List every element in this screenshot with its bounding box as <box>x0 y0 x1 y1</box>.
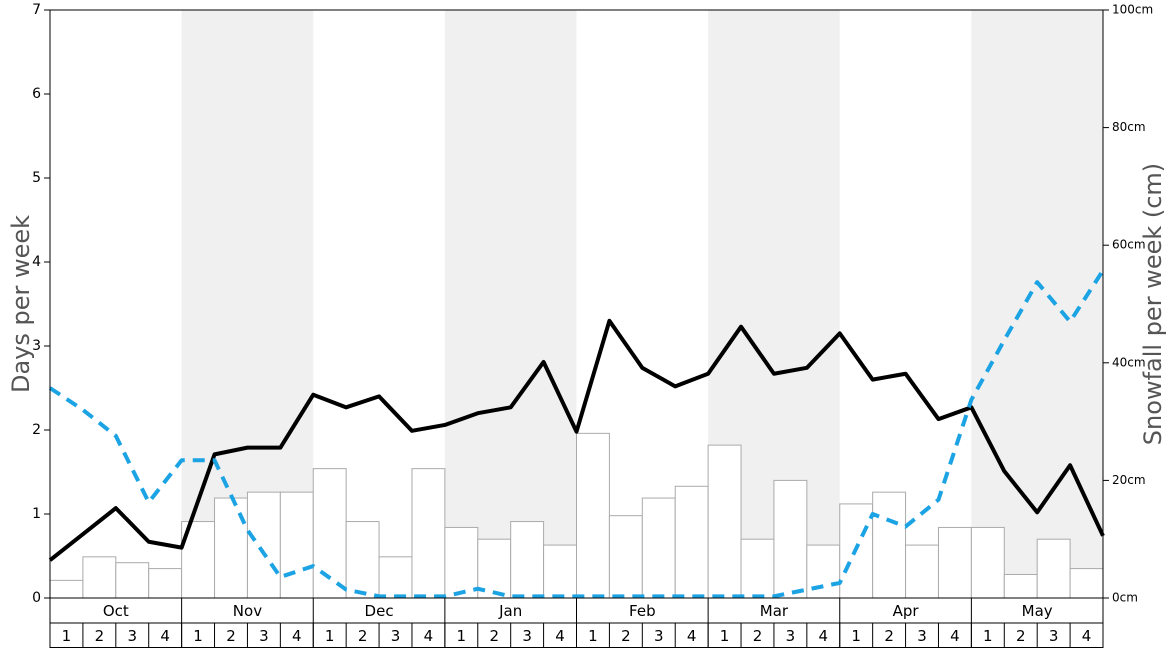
x-tick-label: 3 <box>522 627 532 645</box>
x-tick-label: 3 <box>259 627 269 645</box>
x-tick-label: 1 <box>62 627 72 645</box>
x-tick-label: 2 <box>95 627 105 645</box>
bar <box>1069 568 1104 599</box>
month-label: Dec <box>365 602 394 620</box>
bar <box>1036 538 1071 599</box>
x-tick-label: 3 <box>654 627 664 645</box>
x-tick-label: 2 <box>621 627 631 645</box>
y-tick-label: 7 <box>32 2 41 18</box>
x-tick-label: 2 <box>1016 627 1026 645</box>
month-label: Mar <box>760 602 789 620</box>
bar <box>806 544 841 599</box>
y2-tick-label: 20cm <box>1112 473 1146 487</box>
bar <box>148 568 183 599</box>
bar <box>576 432 610 599</box>
bar <box>937 526 972 599</box>
x-tick-label: 1 <box>983 627 993 645</box>
x-tick-label: 4 <box>819 627 829 645</box>
x-tick-label: 4 <box>292 627 302 645</box>
x-tick-label: 1 <box>720 627 730 645</box>
y-axis-title: Days per week <box>7 215 35 393</box>
month-label: Oct <box>103 602 129 620</box>
month-label: Jan <box>498 602 522 620</box>
y-tick-label: 6 <box>32 86 41 102</box>
month-label: Feb <box>629 602 656 620</box>
bar <box>378 556 413 599</box>
month-label: May <box>1022 602 1053 620</box>
y-tick-label: 5 <box>32 170 41 186</box>
x-tick-label: 4 <box>160 627 170 645</box>
x-tick-label: 4 <box>555 627 565 645</box>
bar <box>707 444 742 599</box>
x-tick-label: 3 <box>786 627 796 645</box>
bar <box>773 479 808 599</box>
x-tick-label: 3 <box>1049 627 1059 645</box>
x-tick-label: 2 <box>226 627 236 645</box>
y-tick-label: 1 <box>32 506 41 522</box>
month-label: Apr <box>893 602 920 620</box>
bar <box>115 562 150 599</box>
bar <box>970 526 1005 599</box>
line <box>48 269 1105 599</box>
bar <box>246 491 281 599</box>
bar <box>674 485 709 599</box>
bar <box>543 544 577 599</box>
month-shade <box>444 10 577 598</box>
y2-axis-title: Snowfall per week (cm) <box>1139 163 1167 445</box>
bar <box>279 491 314 599</box>
y2-tick-label: 100cm <box>1112 3 1153 17</box>
bar <box>411 468 446 599</box>
y2-tick-label: 80cm <box>1112 120 1146 134</box>
line <box>48 318 1105 562</box>
x-tick-label: 4 <box>950 627 960 645</box>
x-tick-label: 2 <box>489 627 499 645</box>
month-label: Nov <box>233 602 262 620</box>
x-tick-label: 4 <box>1082 627 1092 645</box>
bar <box>740 538 775 599</box>
month-shade <box>971 10 1103 598</box>
x-tick-label: 1 <box>457 627 467 645</box>
x-tick-label: 1 <box>851 627 861 645</box>
bar <box>608 515 643 599</box>
bar <box>82 556 117 599</box>
y-tick-label: 2 <box>32 422 41 438</box>
y-tick-label: 0 <box>32 590 41 606</box>
x-tick-label: 3 <box>917 627 927 645</box>
bar <box>444 526 479 599</box>
x-tick-label: 1 <box>325 627 335 645</box>
bar <box>641 497 676 599</box>
x-tick-label: 1 <box>588 627 598 645</box>
y-tick-label: 4 <box>32 254 41 270</box>
bar <box>510 521 545 599</box>
bar <box>905 544 939 599</box>
x-tick-label: 4 <box>687 627 697 645</box>
y2-tick-label: 0cm <box>1112 591 1138 605</box>
bar <box>345 521 380 599</box>
x-tick-label: 2 <box>358 627 368 645</box>
x-tick-label: 4 <box>424 627 434 645</box>
bar <box>49 579 84 599</box>
bar <box>872 491 907 599</box>
x-tick-label: 2 <box>753 627 763 645</box>
x-tick-label: 2 <box>884 627 894 645</box>
y2-tick-label: 40cm <box>1112 355 1146 369</box>
x-tick-label: 3 <box>127 627 137 645</box>
y-tick-label: 3 <box>32 338 41 354</box>
bar <box>1003 573 1038 599</box>
x-tick-label: 1 <box>193 627 203 645</box>
bar <box>214 497 248 599</box>
y2-tick-label: 60cm <box>1112 238 1146 252</box>
x-tick-label: 3 <box>391 627 401 645</box>
